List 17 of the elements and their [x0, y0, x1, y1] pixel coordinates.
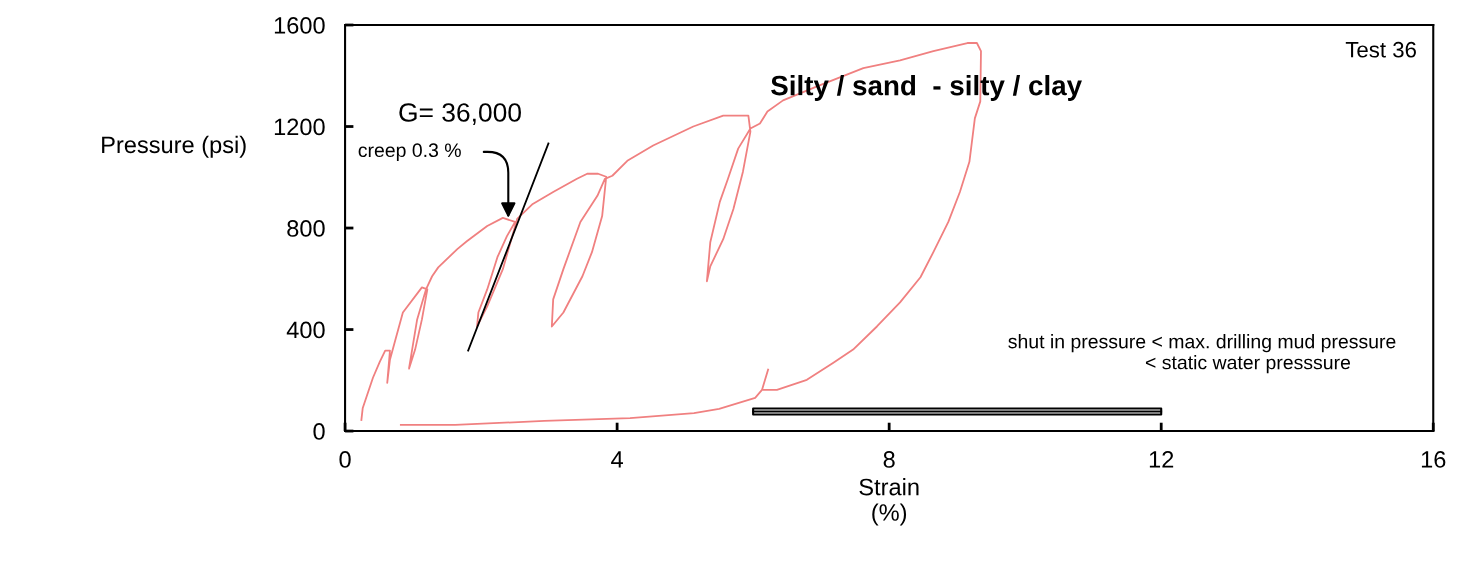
x-tick-label: 0 [339, 451, 351, 468]
annotation: Test 36 [1345, 41, 1416, 58]
x-tick-label: 4 [611, 451, 623, 468]
text: Silty / sand - silty / clay [771, 75, 1082, 101]
annotation: shut in pressure < max. drilling mud pressure < static water presssure [1008, 334, 1396, 374]
y-tick-label: 800 [287, 220, 325, 237]
y-tick-label: 400 [286, 321, 325, 339]
y-tick-label: 1200 [274, 118, 325, 136]
annotation: G= 36,000 [399, 103, 521, 125]
x-tick-label: 8 [883, 451, 895, 468]
y-tick-label: 0 [313, 423, 325, 440]
y-axis-title: Pressure (psi) [102, 135, 246, 158]
x-tick-label: 16 [1421, 451, 1446, 468]
x-axis-title: Strain (%) [859, 478, 919, 526]
y-tick-label: 1600 [274, 17, 325, 34]
annotation: creep 0.3 % [358, 143, 461, 161]
x-tick-label: 12 [1149, 451, 1174, 468]
